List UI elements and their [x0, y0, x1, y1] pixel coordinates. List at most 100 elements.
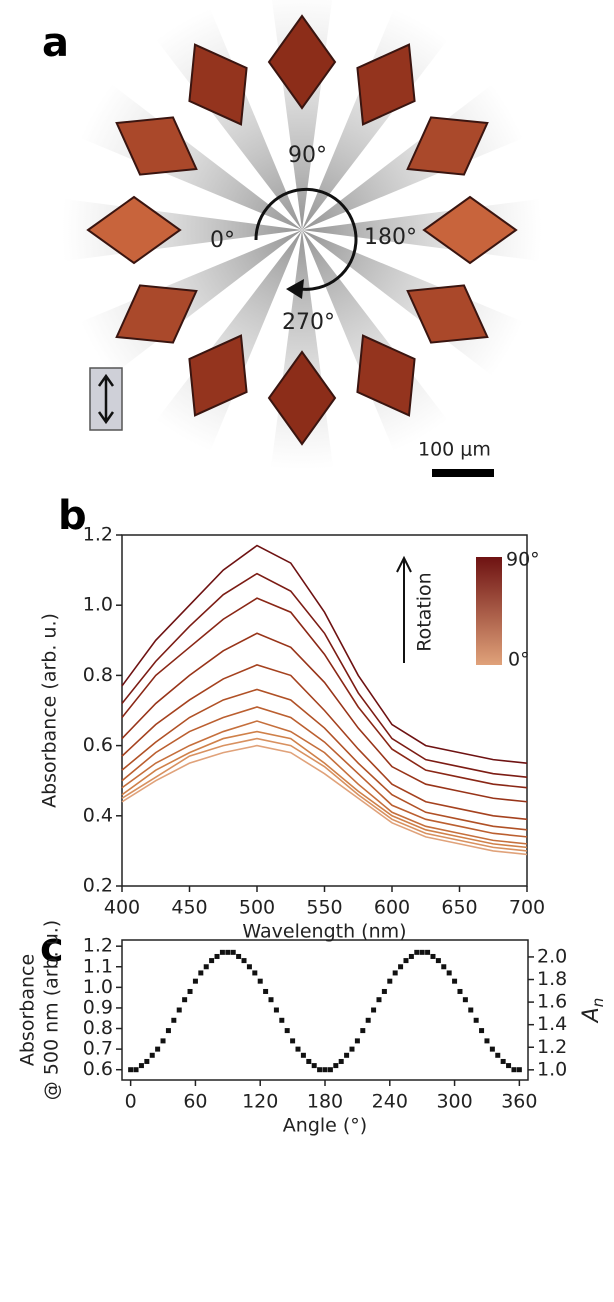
x-tick-label: 180: [307, 1091, 343, 1113]
x-tick-label: 700: [509, 897, 545, 919]
x-tick-label: 0: [125, 1091, 137, 1113]
spectrum-line: [121, 720, 528, 845]
data-point: [408, 953, 414, 959]
crystal: [406, 284, 489, 344]
crystal: [267, 350, 337, 446]
data-point: [414, 949, 420, 955]
data-point: [225, 949, 231, 955]
data-point: [511, 1067, 517, 1073]
data-point: [322, 1067, 328, 1073]
x-tick-label: 450: [171, 897, 207, 919]
crystal: [422, 195, 518, 265]
data-point: [290, 1038, 296, 1044]
rotation-arrow: [254, 187, 358, 291]
spectrum-line: [121, 632, 528, 803]
panel-label: b: [58, 493, 87, 539]
y2-label-sub: n: [589, 998, 607, 1008]
y-tick-label: 1.0: [83, 594, 113, 616]
x-tick-label: 550: [306, 897, 342, 919]
y2-tick-label: 1.0: [537, 1058, 567, 1080]
x-tick-label: 120: [242, 1091, 278, 1113]
data-point: [128, 1067, 134, 1073]
data-point: [462, 997, 468, 1003]
y-tick-label: 1.2: [83, 524, 113, 546]
scale-bar: [432, 469, 494, 477]
spectrum-line: [121, 664, 528, 821]
x-tick-label: 240: [372, 1091, 408, 1113]
data-point: [473, 1017, 479, 1023]
angle-label: 90°: [288, 143, 327, 168]
crystal: [86, 195, 182, 265]
data-point: [279, 1017, 285, 1023]
data-point: [165, 1028, 171, 1034]
y2-axis-label: An: [579, 998, 607, 1025]
data-point: [381, 988, 387, 994]
y-tick-label: 0.8: [83, 1017, 113, 1039]
data-point: [430, 953, 436, 959]
data-point: [441, 964, 447, 970]
angle-label: 270°: [282, 310, 335, 335]
y2-label-base: A: [579, 1007, 604, 1024]
angle-label: 180°: [364, 225, 417, 250]
scale-bar-label: 100 μm: [418, 439, 491, 461]
data-point: [133, 1067, 139, 1073]
data-point: [192, 978, 198, 984]
crystal: [115, 284, 198, 344]
data-point: [241, 958, 247, 964]
spectrum-line: [121, 744, 528, 856]
data-point: [387, 978, 393, 984]
y-axis-label: Absorbance: [17, 954, 39, 1066]
x-tick-label: 300: [436, 1091, 472, 1113]
data-point: [149, 1052, 155, 1058]
data-point: [306, 1058, 312, 1064]
panel-a: [59, 0, 545, 473]
data-point: [268, 997, 274, 1003]
crystal: [188, 334, 248, 417]
data-point: [230, 949, 236, 955]
data-point: [446, 970, 452, 976]
spectrum-line: [121, 572, 528, 778]
y2-tick-label: 1.6: [537, 991, 567, 1013]
crystal: [267, 14, 337, 110]
data-point: [263, 988, 269, 994]
data-point: [468, 1007, 474, 1013]
data-point: [155, 1046, 161, 1052]
data-point: [338, 1058, 344, 1064]
data-point: [311, 1063, 317, 1069]
y-tick-label: 0.8: [83, 664, 113, 686]
y-tick-label: 0.6: [83, 734, 113, 756]
panel-label: a: [42, 20, 69, 66]
y2-tick-label: 1.4: [537, 1013, 567, 1035]
spectrum-line: [121, 706, 528, 838]
data-point: [484, 1038, 490, 1044]
data-point: [425, 949, 431, 955]
data-point: [182, 997, 188, 1003]
data-point: [236, 953, 242, 959]
y2-tick-label: 1.8: [537, 968, 567, 990]
data-point: [246, 964, 252, 970]
crystal: [356, 43, 416, 126]
data-point: [354, 1038, 360, 1044]
angle-label: 0°: [210, 228, 235, 253]
data-point: [457, 988, 463, 994]
data-point: [360, 1028, 366, 1034]
plot-frame: [121, 939, 529, 1081]
data-point: [317, 1067, 323, 1073]
y2-tick-label: 2.0: [537, 945, 567, 967]
arrow-head: [286, 279, 304, 299]
crystal: [406, 116, 489, 176]
data-point: [176, 1007, 182, 1013]
data-point: [214, 953, 220, 959]
data-point: [349, 1046, 355, 1052]
data-point: [333, 1063, 339, 1069]
x-tick-label: 360: [501, 1091, 537, 1113]
polarizer-arrow: [97, 373, 115, 425]
data-point: [209, 958, 215, 964]
y2-tick-label: 1.2: [537, 1036, 567, 1058]
spectrum-line: [121, 544, 528, 764]
x-tick-label: 650: [441, 897, 477, 919]
data-point: [489, 1046, 495, 1052]
data-point: [171, 1017, 177, 1023]
spectrum-line: [121, 730, 528, 849]
colorbar-top-label: 90°: [506, 549, 540, 571]
